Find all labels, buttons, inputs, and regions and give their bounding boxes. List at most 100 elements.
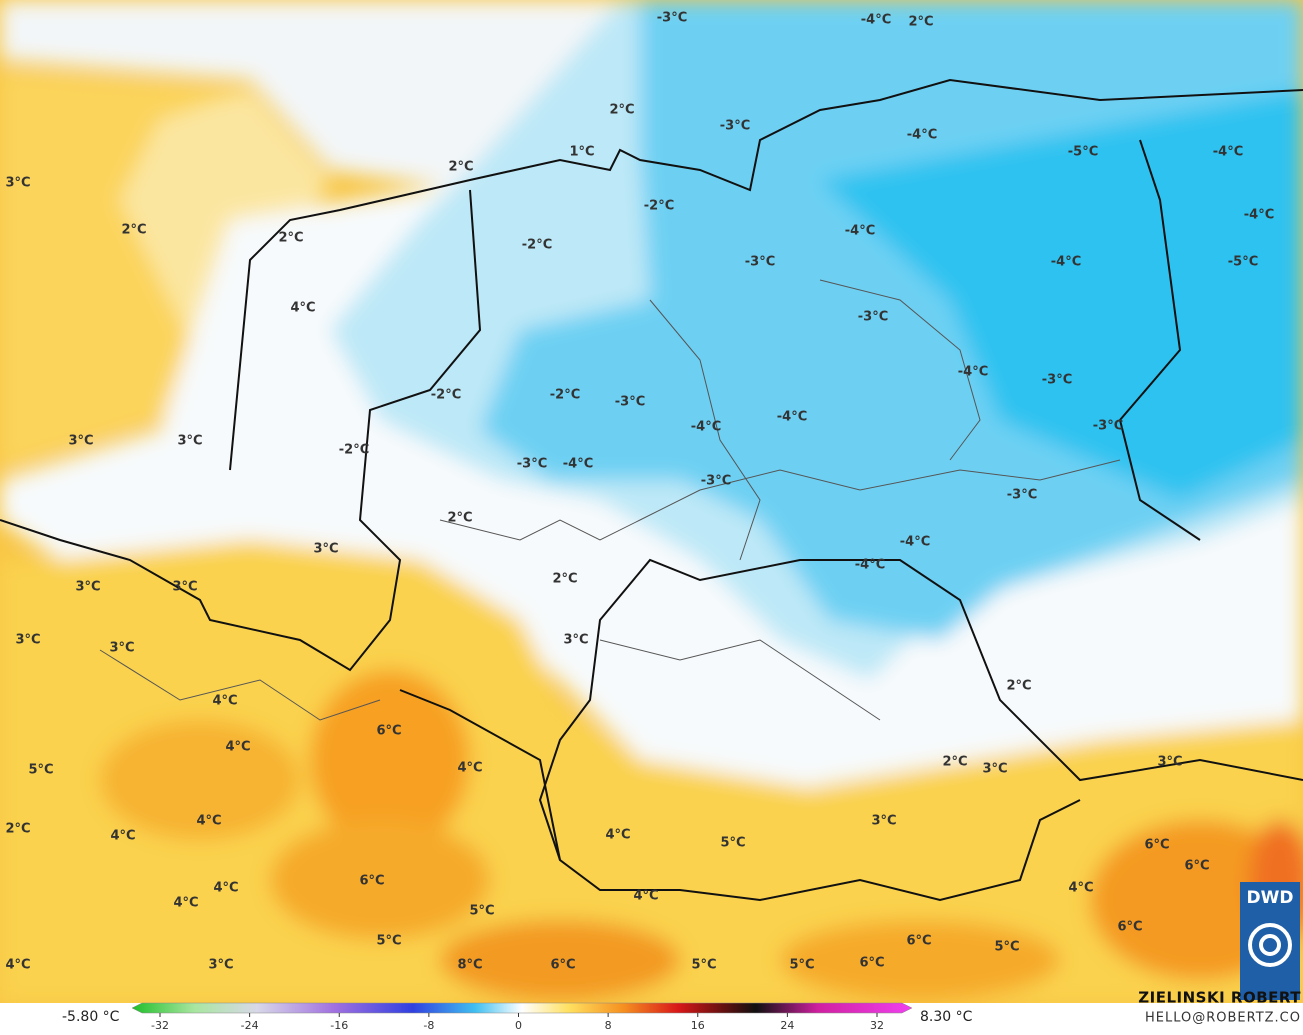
temp-label: 3°C (177, 434, 202, 449)
temp-label: -4°C (1051, 255, 1081, 270)
temp-label: -4°C (958, 365, 988, 380)
temp-label: 3°C (68, 434, 93, 449)
temperature-labels: -3°C -4°C 2°C 2°C -3°C -4°C -5°C -4°C 1°C 2°C 3°C 2… (5, 11, 1274, 973)
colorbar: -5.80 °C 8.30 °C -32 -24 -16 -8 0 8 16 24 32 (62, 1002, 973, 1032)
temp-label: -4°C (777, 410, 807, 425)
dwd-logo: DWD (1240, 882, 1300, 1000)
temp-label: -2°C (431, 388, 461, 403)
temp-label: 3°C (75, 580, 100, 595)
temp-label: 4°C (1068, 881, 1093, 896)
temp-label: 3°C (109, 641, 134, 656)
temp-label: 6°C (550, 958, 575, 973)
temp-label: 2°C (552, 572, 577, 587)
temp-label: 4°C (212, 694, 237, 709)
temp-label: -5°C (1228, 255, 1258, 270)
temp-label: 2°C (942, 755, 967, 770)
colorbar-tick-label: -16 (330, 1019, 348, 1032)
temp-label: 5°C (691, 958, 716, 973)
temp-label: 6°C (376, 724, 401, 739)
temp-label: 3°C (563, 633, 588, 648)
temp-label: 5°C (469, 904, 494, 919)
temp-label: 2°C (121, 223, 146, 238)
temp-label: 3°C (982, 762, 1007, 777)
temp-label: 1°C (569, 145, 594, 160)
colorbar-ramp (131, 1002, 913, 1014)
temp-label: -4°C (1244, 208, 1274, 223)
temp-label: -3°C (745, 255, 775, 270)
temp-label: 2°C (1006, 679, 1031, 694)
temp-label: 2°C (278, 231, 303, 246)
temp-label: 3°C (1157, 755, 1182, 770)
temp-label: 4°C (605, 828, 630, 843)
temp-label: 5°C (376, 934, 401, 949)
temp-label: -4°C (861, 13, 891, 28)
temp-label: 6°C (1184, 859, 1209, 874)
temp-label: -2°C (339, 443, 369, 458)
contact: HELLO@ROBERTZ.CO (1145, 1011, 1301, 1026)
colorbar-tick-label: -24 (241, 1019, 259, 1032)
temp-label: -4°C (900, 535, 930, 550)
temp-label: 8°C (457, 958, 482, 973)
temp-label: -4°C (563, 457, 593, 472)
temp-label: 2°C (5, 822, 30, 837)
temp-label: -4°C (855, 558, 885, 573)
temp-label: -3°C (720, 119, 750, 134)
temp-label: -2°C (522, 238, 552, 253)
temp-label: 5°C (720, 836, 745, 851)
temp-label: -2°C (550, 388, 580, 403)
colorbar-tick-label: -32 (151, 1019, 169, 1032)
colorbar-tick-label: 0 (515, 1019, 522, 1032)
temp-label: -4°C (1213, 145, 1243, 160)
temp-label: 3°C (5, 176, 30, 191)
temp-label: -3°C (615, 395, 645, 410)
temp-label: -5°C (1068, 145, 1098, 160)
temp-label: 5°C (28, 763, 53, 778)
temp-label: -3°C (1042, 373, 1072, 388)
temp-label: 4°C (110, 829, 135, 844)
temp-label: -3°C (701, 474, 731, 489)
temp-label: 4°C (196, 814, 221, 829)
temp-label: 4°C (5, 958, 30, 973)
temp-label: -3°C (1007, 488, 1037, 503)
temp-label: 4°C (225, 740, 250, 755)
temp-label: 4°C (633, 889, 658, 904)
temp-label: 6°C (859, 956, 884, 971)
temp-label: 3°C (208, 958, 233, 973)
temp-label: -3°C (858, 310, 888, 325)
author: ZIELINSKI ROBERT (1138, 989, 1301, 1007)
temp-label: 2°C (908, 15, 933, 30)
colorbar-tick-label: 32 (870, 1019, 884, 1032)
temp-label: 3°C (313, 542, 338, 557)
temp-label: 2°C (447, 511, 472, 526)
temp-label: 3°C (871, 814, 896, 829)
colorbar-tick-label: 8 (605, 1019, 612, 1032)
temp-label: 4°C (457, 761, 482, 776)
logo-text: DWD (1247, 888, 1294, 908)
temp-label: 5°C (789, 958, 814, 973)
temp-label: -4°C (691, 420, 721, 435)
temp-label: 4°C (290, 301, 315, 316)
temp-label: 2°C (448, 160, 473, 175)
temp-label: -3°C (657, 11, 687, 26)
temp-label: -3°C (1093, 419, 1123, 434)
colorbar-tick-label: -8 (423, 1019, 434, 1032)
temp-label: 3°C (172, 580, 197, 595)
borders (0, 78, 1303, 902)
temp-label: 6°C (1117, 920, 1142, 935)
temp-label: -2°C (644, 199, 674, 214)
temp-label: 6°C (1144, 838, 1169, 853)
temp-label: 5°C (994, 940, 1019, 955)
temp-label: -4°C (907, 128, 937, 143)
temp-label: -4°C (845, 224, 875, 239)
temp-label: 3°C (15, 633, 40, 648)
temp-label: 4°C (173, 896, 198, 911)
regions (99, 279, 1121, 721)
temp-label: 6°C (906, 934, 931, 949)
colorbar-tick-label: 24 (780, 1019, 794, 1032)
logo-swirl (1259, 934, 1281, 956)
max-label: 8.30 °C (920, 1009, 973, 1025)
temp-label: 2°C (609, 103, 634, 118)
map-field (0, 0, 1303, 1003)
temp-label: 6°C (359, 874, 384, 889)
